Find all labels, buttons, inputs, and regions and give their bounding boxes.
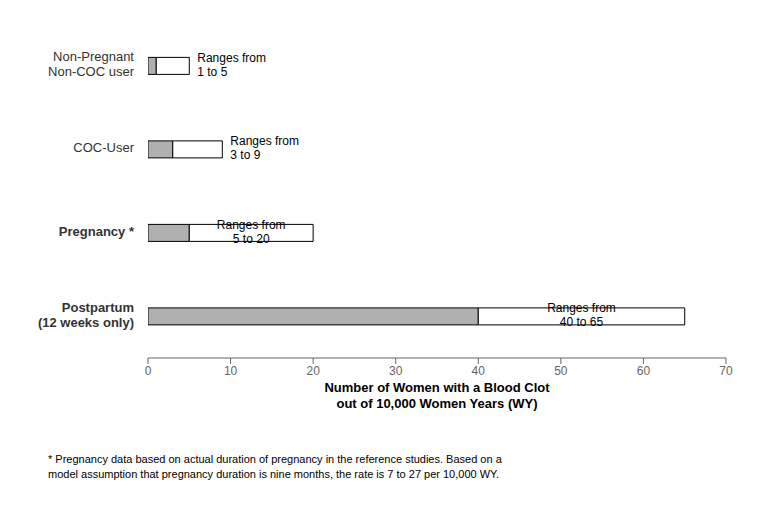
- html-text:* Pregnancy data based on actu: * Pregnancy data based on actual duratio…: [48, 453, 502, 465]
- svg-text:70: 70: [719, 364, 733, 378]
- svg-text:Ranges from5 to 20: Ranges from5 to 20: [217, 218, 286, 246]
- svg-text:40: 40: [472, 364, 486, 378]
- svg-text:0: 0: [145, 364, 152, 378]
- svg-text:20: 20: [306, 364, 320, 378]
- svg-text:Ranges from3 to 9: Ranges from3 to 9: [230, 135, 299, 163]
- svg-text:60: 60: [637, 364, 651, 378]
- svg-text:Pregnancy *: Pregnancy *: [59, 224, 135, 239]
- svg-text:COC-User: COC-User: [73, 141, 134, 156]
- svg-text:Ranges from1 to 5: Ranges from1 to 5: [197, 51, 266, 79]
- svg-text:30: 30: [389, 364, 403, 378]
- svg-text:50: 50: [554, 364, 568, 378]
- svg-text:10: 10: [224, 364, 238, 378]
- svg-text:Ranges from40 to 65: Ranges from40 to 65: [547, 302, 616, 330]
- svg-text:Non-PregnantNon-COC user: Non-PregnantNon-COC user: [48, 50, 135, 80]
- html-text:model assumption that pregnanc: model assumption that pregnancy duration…: [48, 468, 500, 480]
- svg-text:Postpartum(12 weeks only): Postpartum(12 weeks only): [38, 300, 134, 330]
- svg-text:Number of Women with a Blood C: Number of Women with a Blood Clotout of …: [324, 380, 550, 411]
